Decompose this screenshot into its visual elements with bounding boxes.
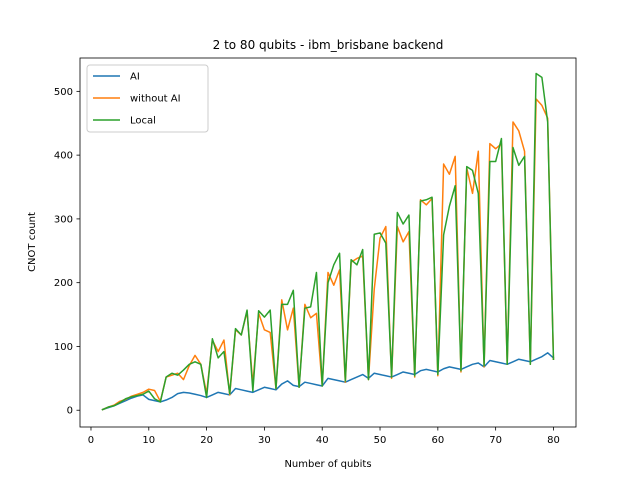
series-line-without-ai (101, 98, 555, 411)
x-tick-label: 0 (88, 435, 94, 446)
series-line-local (101, 72, 555, 411)
x-tick-label: 60 (431, 435, 444, 446)
plot-frame (79, 57, 577, 428)
legend-label-without-ai: without AI (130, 94, 181, 105)
y-tick-label: 500 (54, 87, 73, 98)
y-tick-label: 300 (54, 214, 73, 225)
x-tick-label: 20 (200, 435, 213, 446)
y-axis-label: CNOT count (27, 212, 38, 272)
legend-label-ai: AI (130, 72, 140, 83)
plot-axes: 0 10 20 30 40 50 60 70 80 0 100 200 300 400 500 (54, 57, 577, 446)
x-tick-label: 10 (142, 435, 155, 446)
y-tick-label: 200 (54, 278, 73, 289)
x-tick-label: 40 (316, 435, 329, 446)
legend-box (86, 64, 209, 133)
y-tick-label: 0 (67, 406, 73, 417)
x-tick-label: 80 (547, 435, 560, 446)
chart-title: 2 to 80 qubits - ibm_brisbane backend (213, 38, 444, 52)
y-tick-label: 400 (54, 151, 73, 162)
x-axis-label: Number of qubits (284, 459, 371, 470)
x-tick-label: 50 (374, 435, 387, 446)
x-tick-label: 30 (258, 435, 271, 446)
y-tick-label: 100 (54, 342, 73, 353)
x-tick-label: 70 (489, 435, 502, 446)
legend-label-local: Local (130, 116, 156, 127)
series-line-ai (101, 352, 555, 411)
legend: AI without AI Local (86, 64, 209, 133)
